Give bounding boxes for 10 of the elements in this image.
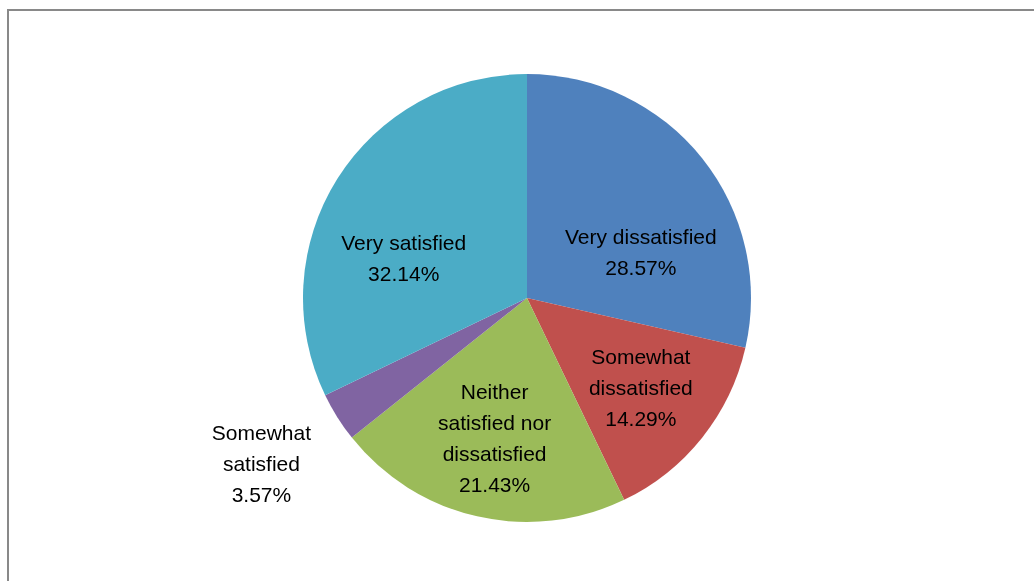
data-label: 32.14% [368, 262, 440, 286]
slice-label: Very dissatisfied [564, 224, 717, 248]
slice-label: Neither satisfied nor dissatisfied [437, 380, 552, 466]
data-label: 3.57% [231, 482, 292, 506]
data-label: 21.43% [458, 473, 531, 497]
slice-label: Somewhat dissatisfied [588, 344, 693, 399]
slice-label: Very satisfied [341, 231, 467, 255]
data-label: 28.57% [605, 255, 677, 279]
slice-label: Somewhat satisfied [211, 420, 312, 475]
data-label: 14.29% [605, 406, 677, 430]
